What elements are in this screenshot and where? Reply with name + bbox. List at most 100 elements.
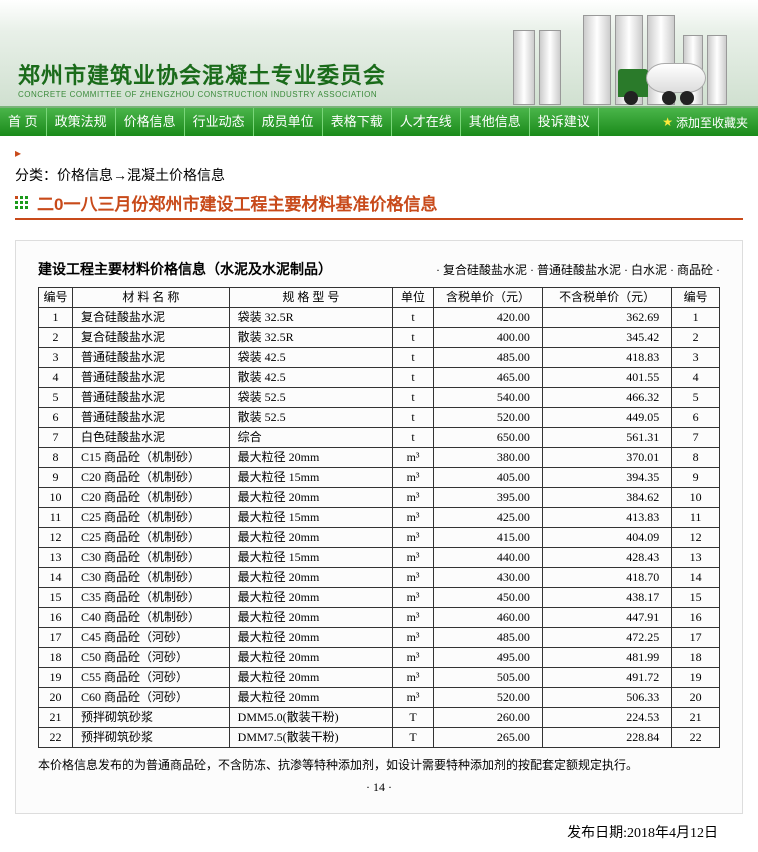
table-cell: 10 (672, 488, 720, 508)
table-cell: 12 (672, 528, 720, 548)
table-cell: 481.99 (542, 648, 671, 668)
table-cell: m³ (393, 668, 434, 688)
table-cell: 561.31 (542, 428, 671, 448)
table-cell: 散装 32.5R (229, 328, 392, 348)
table-row: 18C50 商品砼（河砂）最大粒径 20mmm³495.00481.9918 (39, 648, 720, 668)
table-cell: 最大粒径 20mm (229, 648, 392, 668)
page-header: 郑州市建筑业协会混凝土专业委员会 CONCRETE COMMITTEE OF Z… (0, 0, 758, 108)
nav-item[interactable]: 首 页 (0, 108, 47, 136)
table-cell: 14 (39, 568, 73, 588)
table-row: 11C25 商品砼（机制砂）最大粒径 15mmm³425.00413.8311 (39, 508, 720, 528)
article-title-row: 二0一八三月份郑州市建设工程主要材料基准价格信息 (15, 190, 743, 220)
nav-item[interactable]: 价格信息 (116, 108, 185, 136)
table-cell: 430.00 (433, 568, 542, 588)
table-cell: C20 商品砼（机制砂） (73, 488, 230, 508)
nav-item[interactable]: 人才在线 (392, 108, 461, 136)
table-cell: 485.00 (433, 348, 542, 368)
table-cell: m³ (393, 628, 434, 648)
table-cell: 20 (39, 688, 73, 708)
table-cell: 380.00 (433, 448, 542, 468)
table-cell: 440.00 (433, 548, 542, 568)
table-cell: t (393, 368, 434, 388)
breadcrumb: 分类：价格信息→混凝土价格信息 (15, 165, 743, 185)
table-cell: 普通硅酸盐水泥 (73, 388, 230, 408)
table-cell: 散装 42.5 (229, 368, 392, 388)
table-cell: 17 (672, 628, 720, 648)
table-cell: 2 (672, 328, 720, 348)
nav-item[interactable]: 政策法规 (47, 108, 116, 136)
table-row: 9C20 商品砼（机制砂）最大粒径 15mmm³405.00394.359 (39, 468, 720, 488)
silo-icon (513, 30, 535, 105)
table-header-cell: 单位 (393, 288, 434, 308)
table-cell: 22 (39, 728, 73, 748)
content-area: ▸ 分类：价格信息→混凝土价格信息 二0一八三月份郑州市建设工程主要材料基准价格… (0, 136, 758, 852)
table-cell: 5 (672, 388, 720, 408)
table-cell: 袋装 42.5 (229, 348, 392, 368)
table-cell: 普通硅酸盐水泥 (73, 368, 230, 388)
table-cell: t (393, 388, 434, 408)
table-cell: t (393, 348, 434, 368)
add-favorite-link[interactable]: ★ 添加至收藏夹 (662, 114, 758, 131)
table-cell: 447.91 (542, 608, 671, 628)
table-cell: m³ (393, 448, 434, 468)
doc-header: 建设工程主要材料价格信息（水泥及水泥制品） · 复合硅酸盐水泥 · 普通硅酸盐水… (38, 259, 720, 279)
table-cell: 395.00 (433, 488, 542, 508)
table-row: 1复合硅酸盐水泥袋装 32.5Rt420.00362.691 (39, 308, 720, 328)
table-cell: 394.35 (542, 468, 671, 488)
table-cell: 265.00 (433, 728, 542, 748)
table-row: 4普通硅酸盐水泥散装 42.5t465.00401.554 (39, 368, 720, 388)
table-cell: 复合硅酸盐水泥 (73, 328, 230, 348)
table-cell: 13 (672, 548, 720, 568)
article-title: 二0一八三月份郑州市建设工程主要材料基准价格信息 (37, 190, 437, 215)
nav-item[interactable]: 行业动态 (185, 108, 254, 136)
table-cell: 345.42 (542, 328, 671, 348)
table-cell: 最大粒径 20mm (229, 448, 392, 468)
table-cell: C15 商品砼（机制砂） (73, 448, 230, 468)
table-cell: 3 (39, 348, 73, 368)
doc-note: 本价格信息发布的为普通商品砼，不含防冻、抗渗等特种添加剂，如设计需要特种添加剂的… (38, 756, 720, 774)
table-cell: C50 商品砼（河砂） (73, 648, 230, 668)
table-cell: 最大粒径 20mm (229, 688, 392, 708)
table-cell: 散装 52.5 (229, 408, 392, 428)
table-cell: 18 (39, 648, 73, 668)
table-cell: DMM5.0(散装干粉) (229, 708, 392, 728)
table-cell: 520.00 (433, 408, 542, 428)
table-cell: 6 (39, 408, 73, 428)
nav-item[interactable]: 投诉建议 (530, 108, 599, 136)
table-row: 6普通硅酸盐水泥散装 52.5t520.00449.056 (39, 408, 720, 428)
table-row: 21预拌砌筑砂浆DMM5.0(散装干粉)T260.00224.5321 (39, 708, 720, 728)
table-cell: 11 (672, 508, 720, 528)
nav-item[interactable]: 成员单位 (254, 108, 323, 136)
nav-item[interactable]: 其他信息 (461, 108, 530, 136)
table-cell: 12 (39, 528, 73, 548)
site-title: 郑州市建筑业协会混凝土专业委员会 (18, 58, 386, 90)
table-row: 3普通硅酸盐水泥袋装 42.5t485.00418.833 (39, 348, 720, 368)
table-cell: 1 (672, 308, 720, 328)
doc-categories: · 复合硅酸盐水泥 · 普通硅酸盐水泥 · 白水泥 · 商品砼 · (436, 261, 720, 278)
table-cell: 4 (672, 368, 720, 388)
main-nav: 首 页政策法规价格信息行业动态成员单位表格下载人才在线其他信息投诉建议 ★ 添加… (0, 108, 758, 136)
table-cell: t (393, 428, 434, 448)
table-cell: 495.00 (433, 648, 542, 668)
table-cell: 3 (672, 348, 720, 368)
nav-item[interactable]: 表格下载 (323, 108, 392, 136)
table-cell: t (393, 328, 434, 348)
table-cell: 520.00 (433, 688, 542, 708)
table-cell: 2 (39, 328, 73, 348)
table-row: 8C15 商品砼（机制砂）最大粒径 20mmm³380.00370.018 (39, 448, 720, 468)
table-cell: m³ (393, 548, 434, 568)
table-cell: 438.17 (542, 588, 671, 608)
table-cell: 普通硅酸盐水泥 (73, 408, 230, 428)
table-cell: 224.53 (542, 708, 671, 728)
table-cell: 485.00 (433, 628, 542, 648)
table-cell: 21 (39, 708, 73, 728)
table-cell: 450.00 (433, 588, 542, 608)
table-cell: m³ (393, 508, 434, 528)
table-cell: 404.09 (542, 528, 671, 548)
table-cell: C30 商品砼（机制砂） (73, 548, 230, 568)
table-cell: m³ (393, 688, 434, 708)
table-cell: 418.70 (542, 568, 671, 588)
table-row: 10C20 商品砼（机制砂）最大粒径 20mmm³395.00384.6210 (39, 488, 720, 508)
table-cell: 228.84 (542, 728, 671, 748)
table-cell: m³ (393, 648, 434, 668)
